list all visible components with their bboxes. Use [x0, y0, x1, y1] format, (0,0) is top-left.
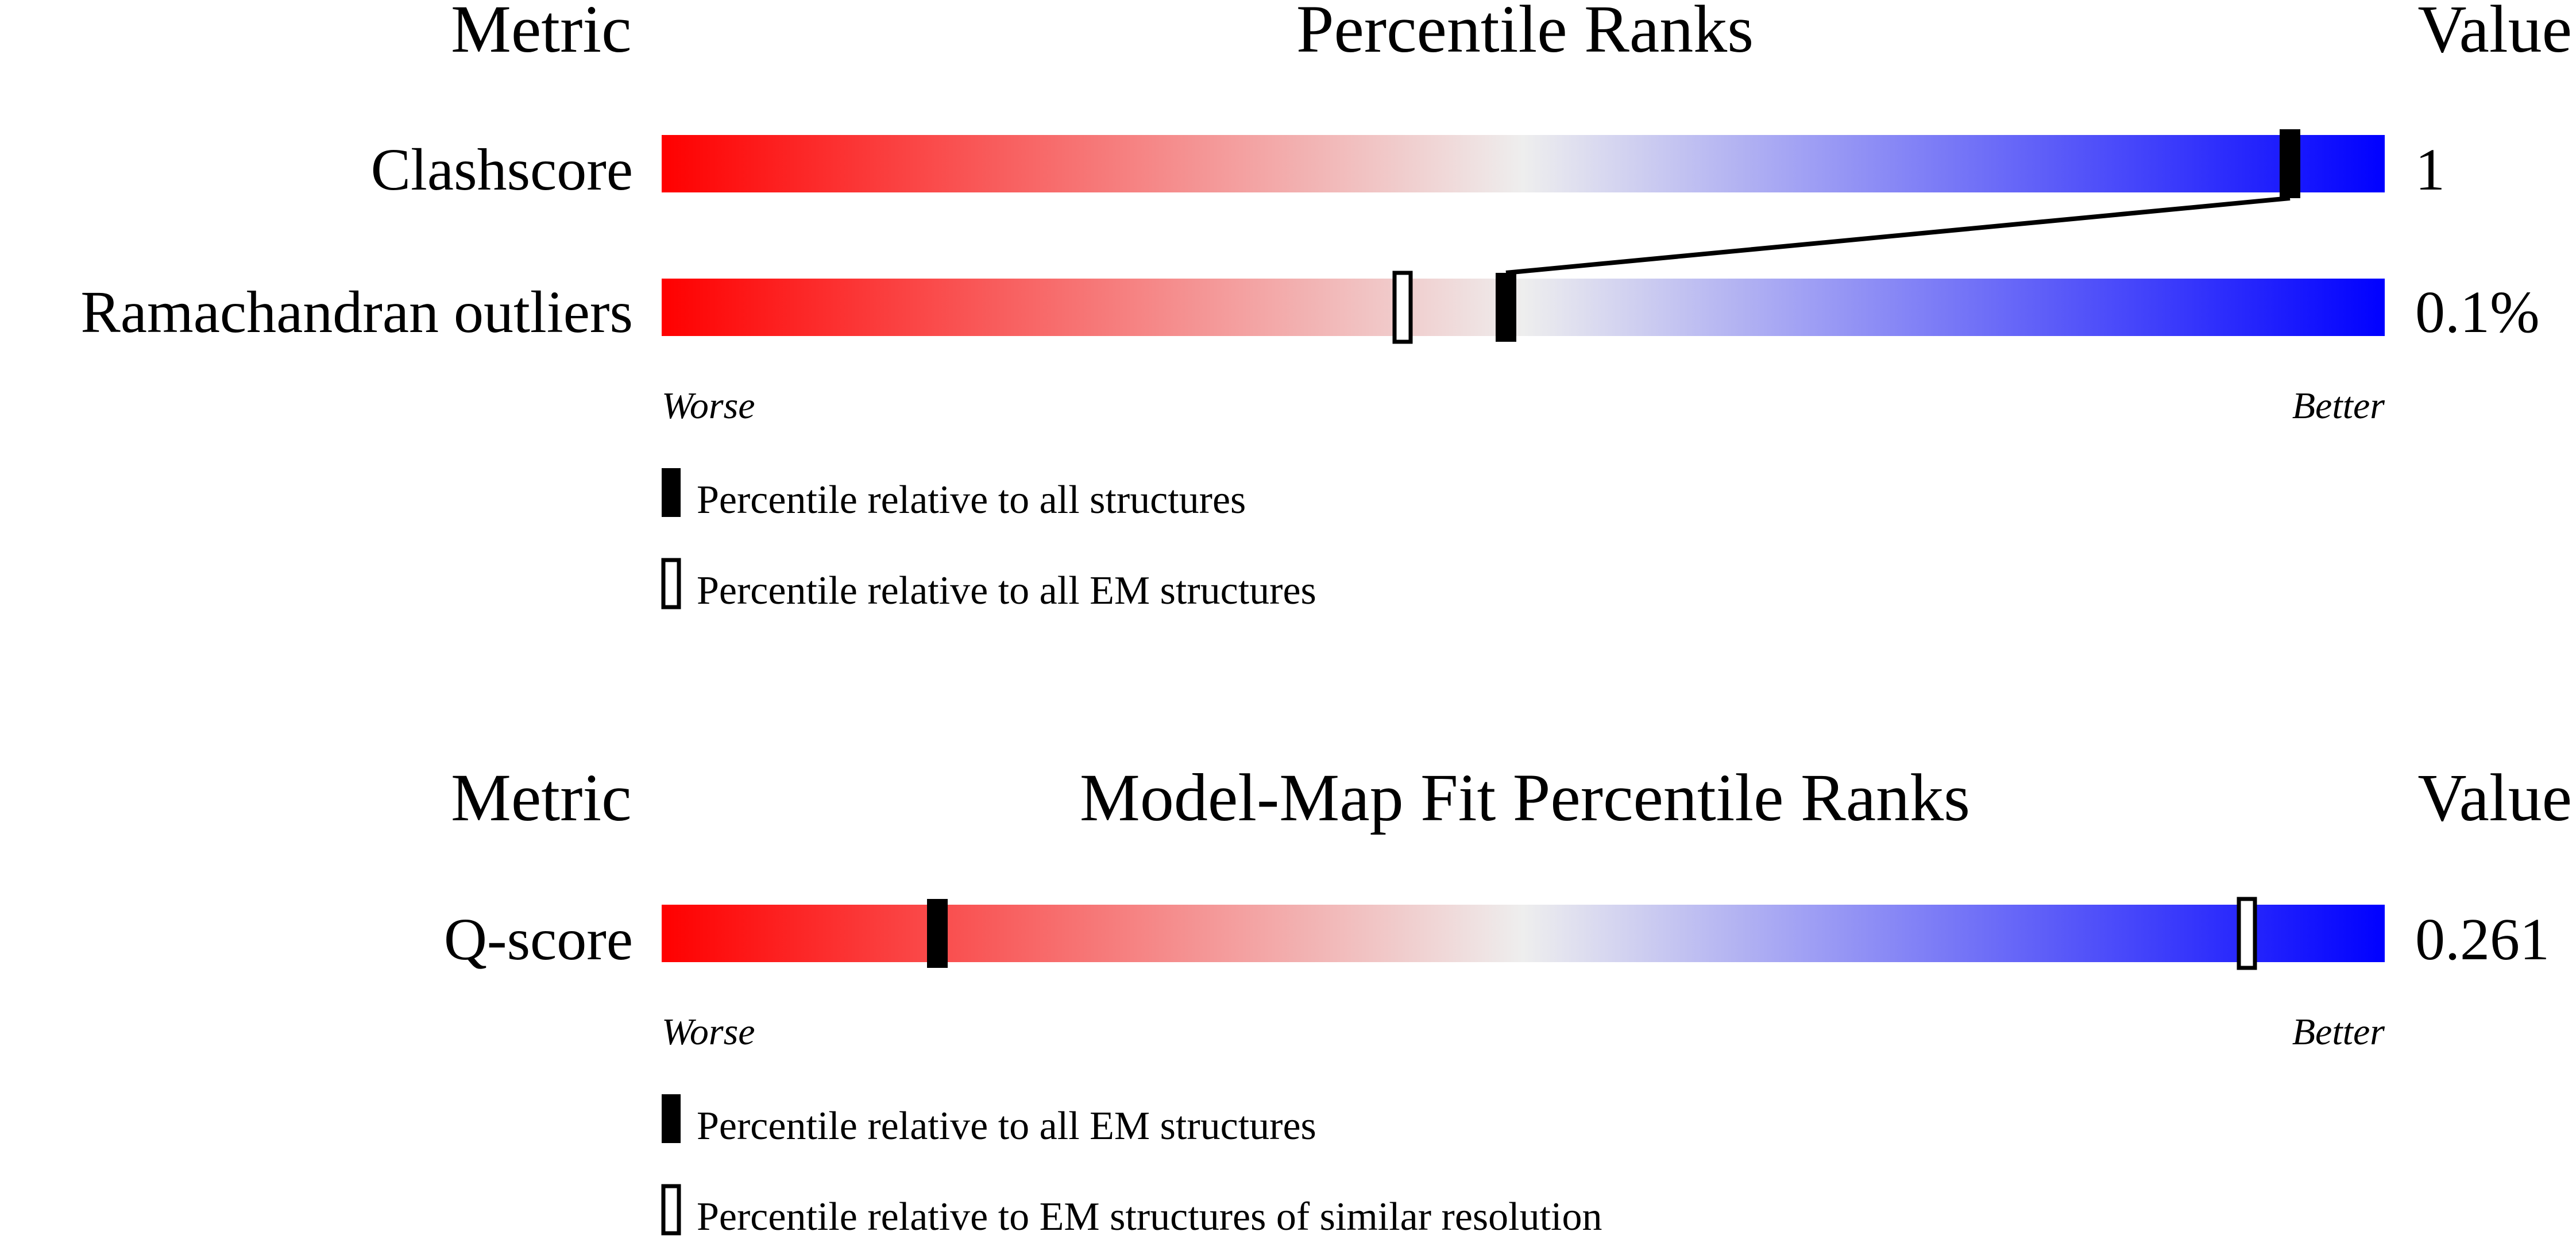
panel2-better-label: Better — [2292, 1011, 2385, 1053]
panel2-value-header: Value — [2417, 760, 2572, 835]
row-metric-qscore: Q-score — [444, 906, 633, 972]
panel1-better-label: Better — [2292, 385, 2385, 427]
panel-model-map-fit: Metric Model-Map Fit Percentile Ranks Va… — [444, 760, 2572, 1239]
legend1-hollow-label: Percentile relative to all EM structures — [697, 569, 1316, 613]
legend2-hollow-swatch — [661, 1184, 681, 1236]
panel-percentile-ranks: Metric Percentile Ranks Value Clashscore… — [80, 0, 2572, 613]
panel1-rows: Clashscore 1 Ramachandran outliers 0.1% — [80, 135, 2540, 345]
legend2-hollow-label: Percentile relative to EM structures of … — [697, 1195, 1602, 1236]
marker-hollow-q-score — [2237, 897, 2257, 970]
legend2-filled-swatch — [662, 1094, 681, 1143]
marker-filled-clashscore — [2280, 129, 2300, 198]
row-bar-qscore — [662, 905, 2385, 962]
marker-hollow-ramachandran-outliers — [1392, 271, 1413, 344]
row-value-ramachandran: 0.1% — [2415, 279, 2540, 345]
marker-filled-ramachandran-outliers — [1496, 273, 1516, 342]
legend1-filled-swatch — [662, 468, 681, 517]
legend1-filled-label: Percentile relative to all structures — [697, 478, 1246, 522]
panel2-worse-label: Worse — [662, 1011, 755, 1053]
legend1-hollow-swatch — [661, 558, 681, 609]
panel2-rows: Q-score 0.261 — [444, 905, 2550, 972]
panel1-worse-label: Worse — [662, 385, 755, 427]
panel1-markers — [1392, 129, 2300, 344]
marker-filled-q-score — [927, 899, 948, 968]
legend2-filled-label: Percentile relative to all EM structures — [697, 1104, 1316, 1148]
row-value-clashscore: 1 — [2415, 137, 2445, 203]
row-bar-ramachandran — [662, 279, 2385, 336]
marker-connector-line — [1505, 196, 2291, 275]
row-value-qscore: 0.261 — [2415, 906, 2550, 972]
panel2-title: Model-Map Fit Percentile Ranks — [1080, 760, 1970, 835]
panel1-title: Percentile Ranks — [1296, 0, 1754, 67]
panel1-value-header: Value — [2417, 0, 2572, 67]
panel2-metric-header: Metric — [451, 760, 632, 835]
panel1-metric-header: Metric — [451, 0, 632, 67]
row-bar-clashscore — [662, 135, 2385, 192]
row-metric-clashscore: Clashscore — [371, 137, 633, 203]
row-metric-ramachandran: Ramachandran outliers — [80, 279, 633, 345]
panel2-markers — [927, 897, 2257, 970]
